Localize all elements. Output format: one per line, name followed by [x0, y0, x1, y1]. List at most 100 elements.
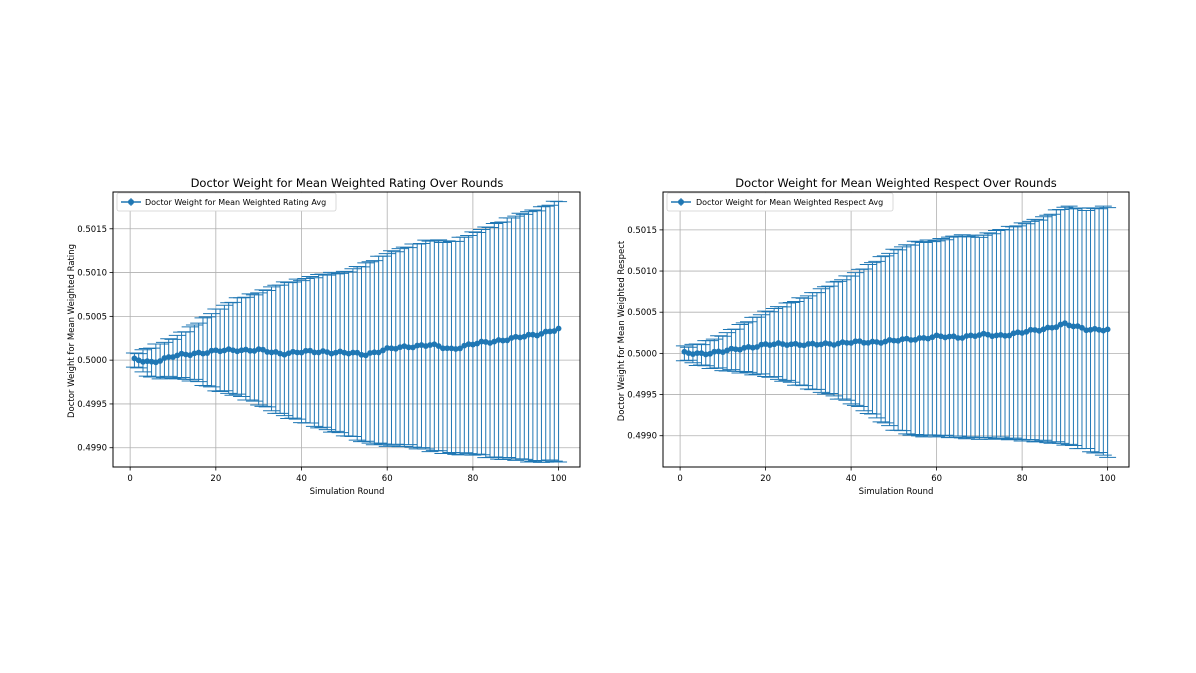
- x-tick-label: 40: [846, 474, 857, 484]
- mean-marker: [191, 350, 198, 357]
- y-axis-ticks: 0.4990 0.4995 0.5000 0.5005 0.5010 0.5015: [627, 226, 663, 442]
- mean-marker: [504, 337, 511, 344]
- mean-series: [681, 320, 1111, 358]
- mean-marker: [852, 338, 859, 345]
- legend-box: [666, 192, 894, 212]
- mean-marker: [148, 358, 155, 365]
- mean-marker: [1049, 324, 1055, 331]
- mean-marker: [350, 349, 356, 356]
- x-tick-label: 60: [382, 474, 393, 484]
- mean-marker: [1070, 323, 1077, 330]
- mean-marker: [204, 350, 211, 356]
- chart-rating: Doctor Weight for Mean Weighted Rating O…: [67, 176, 581, 497]
- x-tick-label: 100: [1100, 474, 1116, 484]
- y-tick-label: 0.5005: [627, 308, 657, 318]
- y-tick-label: 0.5010: [627, 267, 657, 277]
- mean-marker: [1061, 320, 1068, 327]
- y-tick-label: 0.4995: [77, 400, 107, 410]
- mean-marker: [457, 345, 463, 352]
- mean-marker: [542, 328, 549, 335]
- y-axis-label: Doctor Weight for Mean Weighted Respect: [617, 240, 627, 421]
- mean-marker: [140, 358, 146, 365]
- y-tick-label: 0.5010: [77, 269, 107, 279]
- chart-respect: Doctor Weight for Mean Weighted Respect …: [617, 176, 1130, 497]
- y-tick-label: 0.5000: [627, 349, 657, 359]
- x-tick-label: 100: [550, 474, 566, 484]
- mean-marker: [538, 330, 545, 337]
- mean-marker: [144, 358, 151, 365]
- mean-marker: [555, 325, 562, 332]
- mean-marker: [694, 350, 701, 357]
- mean-marker: [1053, 324, 1060, 331]
- plot-frame: [662, 191, 1130, 468]
- y-tick-label: 0.5005: [77, 312, 107, 322]
- mean-marker: [294, 349, 301, 356]
- chart-title: Doctor Weight for Mean Weighted Respect …: [735, 176, 1057, 190]
- error-bars: [125, 200, 568, 463]
- mean-marker: [268, 349, 275, 356]
- mean-marker: [758, 341, 765, 348]
- mean-marker: [525, 331, 532, 338]
- mean-marker: [766, 342, 773, 348]
- x-tick-label: 20: [760, 474, 771, 484]
- mean-marker: [1027, 326, 1034, 333]
- mean-marker: [814, 341, 820, 348]
- mean-marker: [512, 333, 519, 340]
- legend: Doctor Weight for Mean Weighted Respect …: [666, 192, 894, 212]
- mean-marker: [1044, 324, 1051, 331]
- mean-marker: [182, 351, 189, 358]
- mean-marker: [208, 347, 215, 354]
- mean-marker: [427, 342, 433, 348]
- mean-marker: [384, 345, 391, 351]
- mean-marker: [920, 335, 927, 341]
- mean-marker: [362, 352, 369, 359]
- mean-marker: [311, 349, 318, 356]
- mean-marker: [728, 345, 735, 352]
- legend-label: Doctor Weight for Mean Weighted Rating A…: [145, 198, 326, 207]
- mean-marker: [1079, 324, 1085, 331]
- mean-marker: [448, 345, 455, 352]
- mean-marker: [788, 341, 795, 348]
- x-tick-label: 80: [1017, 474, 1028, 484]
- y-tick-label: 0.4990: [627, 432, 657, 442]
- chart-title: Doctor Weight for Mean Weighted Rating O…: [191, 176, 504, 190]
- mean-marker: [465, 341, 472, 348]
- mean-marker: [358, 351, 365, 358]
- mean-marker: [1104, 326, 1111, 333]
- mean-marker: [989, 333, 996, 340]
- mean-marker: [749, 344, 756, 351]
- mean-marker: [478, 338, 485, 345]
- y-tick-label: 0.4990: [77, 444, 107, 454]
- mean-marker: [290, 348, 296, 355]
- y-tick-label: 0.5015: [627, 226, 657, 236]
- x-axis-label: Simulation Round: [859, 487, 934, 497]
- mean-marker: [178, 350, 185, 357]
- x-tick-label: 0: [127, 474, 132, 484]
- mean-marker: [165, 354, 172, 360]
- x-axis-label: Simulation Round: [310, 487, 385, 497]
- mean-marker: [796, 342, 803, 348]
- mean-marker: [707, 350, 713, 357]
- legend: Doctor Weight for Mean Weighted Rating A…: [116, 192, 337, 212]
- mean-marker: [946, 333, 953, 340]
- mean-marker: [247, 347, 254, 354]
- mean-marker: [367, 350, 373, 356]
- mean-marker: [784, 342, 790, 348]
- mean-marker: [217, 348, 224, 355]
- mean-marker: [452, 346, 459, 352]
- mean-marker: [388, 345, 395, 352]
- mean-marker: [439, 345, 446, 352]
- mean-marker: [200, 350, 206, 357]
- mean-marker: [499, 337, 506, 344]
- mean-marker: [963, 333, 970, 339]
- plot-frame: [112, 191, 581, 468]
- y-tick-label: 0.4995: [627, 391, 657, 401]
- x-tick-label: 40: [296, 474, 307, 484]
- mean-marker: [380, 347, 386, 354]
- legend-marker: [128, 199, 134, 205]
- mean-marker: [495, 337, 502, 343]
- mean-marker: [843, 339, 850, 346]
- mean-marker: [890, 337, 897, 344]
- legend-marker: [678, 199, 684, 205]
